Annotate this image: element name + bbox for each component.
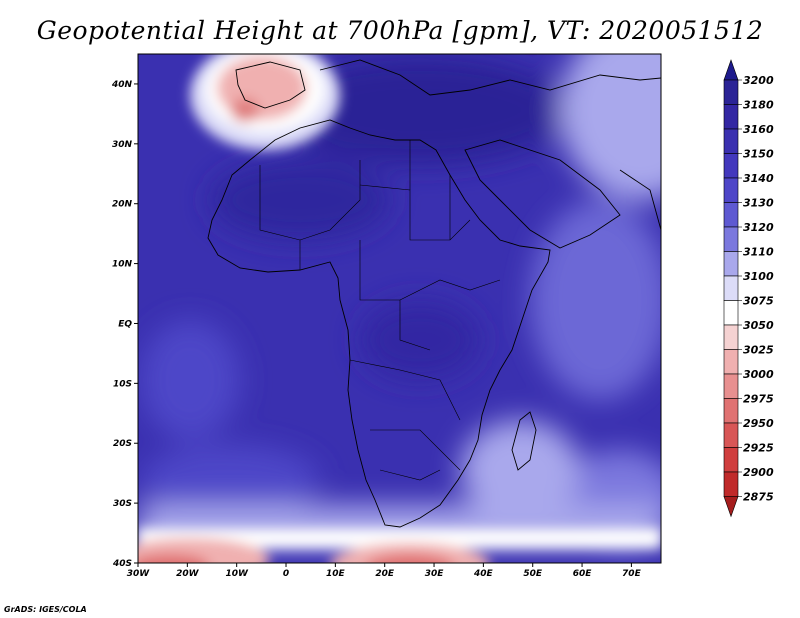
colorbar-label: 3140 xyxy=(743,172,774,185)
map-frame xyxy=(137,53,662,564)
chart-title: Geopotential Height at 700hPa [gpm], VT:… xyxy=(36,16,764,45)
lon-tick-label: 50E xyxy=(523,569,543,579)
lat-tick-label: 30S xyxy=(113,499,132,509)
lon-tick-label: 40E xyxy=(473,569,494,579)
lon-tick-label: 10E xyxy=(326,569,346,579)
colorbar-swatch xyxy=(723,79,739,105)
colorbar-label: 3110 xyxy=(743,246,774,259)
lon-tick-label: 0 xyxy=(283,569,289,579)
credit-label: GrADS: IGES/COLA xyxy=(4,605,87,614)
colorbar-label: 3100 xyxy=(743,270,774,283)
lat-tick-label: 20S xyxy=(113,439,132,449)
coastline-madagascar xyxy=(511,411,537,471)
lat-tick-label: 30N xyxy=(112,140,133,150)
coastline-iberia xyxy=(235,61,306,109)
colorbar-swatch xyxy=(723,373,739,399)
colorbar-label: 2925 xyxy=(743,442,774,455)
colorbar-swatch xyxy=(723,300,739,326)
lon-tick-label: 30E xyxy=(425,569,445,579)
lat-tick-label: 40S xyxy=(112,559,132,569)
colorbar-swatch xyxy=(723,153,739,179)
colorbar-label: 3130 xyxy=(743,197,774,210)
lat-tick-label: 10S xyxy=(113,379,132,389)
colorbar-label: 3150 xyxy=(743,148,774,161)
colorbar-swatch xyxy=(723,447,739,473)
lat-tick-label: 10N xyxy=(112,260,133,270)
colorbar-swatch xyxy=(723,202,739,228)
lon-tick-label: 10W xyxy=(225,569,249,579)
coastline-india xyxy=(619,169,661,231)
colorbar-swatch xyxy=(723,471,739,497)
colorbar-swatch xyxy=(723,251,739,277)
colorbar-label: 2975 xyxy=(743,393,774,406)
coastline-europe xyxy=(319,59,661,96)
colorbar-swatch xyxy=(723,104,739,130)
colorbar-swatch xyxy=(723,128,739,154)
colorbar-label: 3025 xyxy=(743,344,774,357)
lon-tick-label: 20W xyxy=(176,569,200,579)
lon-tick-label: 70E xyxy=(622,569,642,579)
lat-tick-label: EQ xyxy=(118,319,132,329)
colorbar-swatch xyxy=(723,177,739,203)
lon-tick-label: 30W xyxy=(127,569,151,579)
coastline-africa xyxy=(207,119,551,528)
colorbar-max-arrow xyxy=(723,59,739,81)
height-field xyxy=(138,54,661,563)
colorbar-label: 3160 xyxy=(743,123,774,136)
colorbar-swatch xyxy=(723,398,739,424)
lat-tick-label: 40N xyxy=(111,80,133,90)
colorbar-label: 3200 xyxy=(743,74,774,87)
colorbar-label: 2900 xyxy=(743,466,774,479)
colorbar-swatch xyxy=(723,324,739,350)
colorbar-label: 3050 xyxy=(743,319,774,332)
lon-tick-label: 20E xyxy=(375,569,395,579)
coastline-arabia xyxy=(464,139,621,249)
country-borders xyxy=(259,140,501,481)
lat-tick-label: 20N xyxy=(112,200,133,210)
colorbar-swatch xyxy=(723,349,739,375)
colorbar-swatch xyxy=(723,226,739,252)
colorbar-swatch xyxy=(723,422,739,448)
colorbar-label: 3180 xyxy=(743,99,774,112)
colorbar-label: 3120 xyxy=(743,221,774,234)
lon-tick-label: 60E xyxy=(573,569,593,579)
colorbar: 3200 3180 3160 3150 3140 3130 3120 3110 3100 3075… xyxy=(723,59,774,518)
colorbar-label: 2950 xyxy=(743,417,774,430)
colorbar-label: 3075 xyxy=(743,295,774,308)
colorbar-label: 2875 xyxy=(743,491,774,504)
colorbar-label: 3000 xyxy=(743,368,774,381)
colorbar-min-arrow xyxy=(723,496,739,518)
colorbar-swatch xyxy=(723,275,739,301)
